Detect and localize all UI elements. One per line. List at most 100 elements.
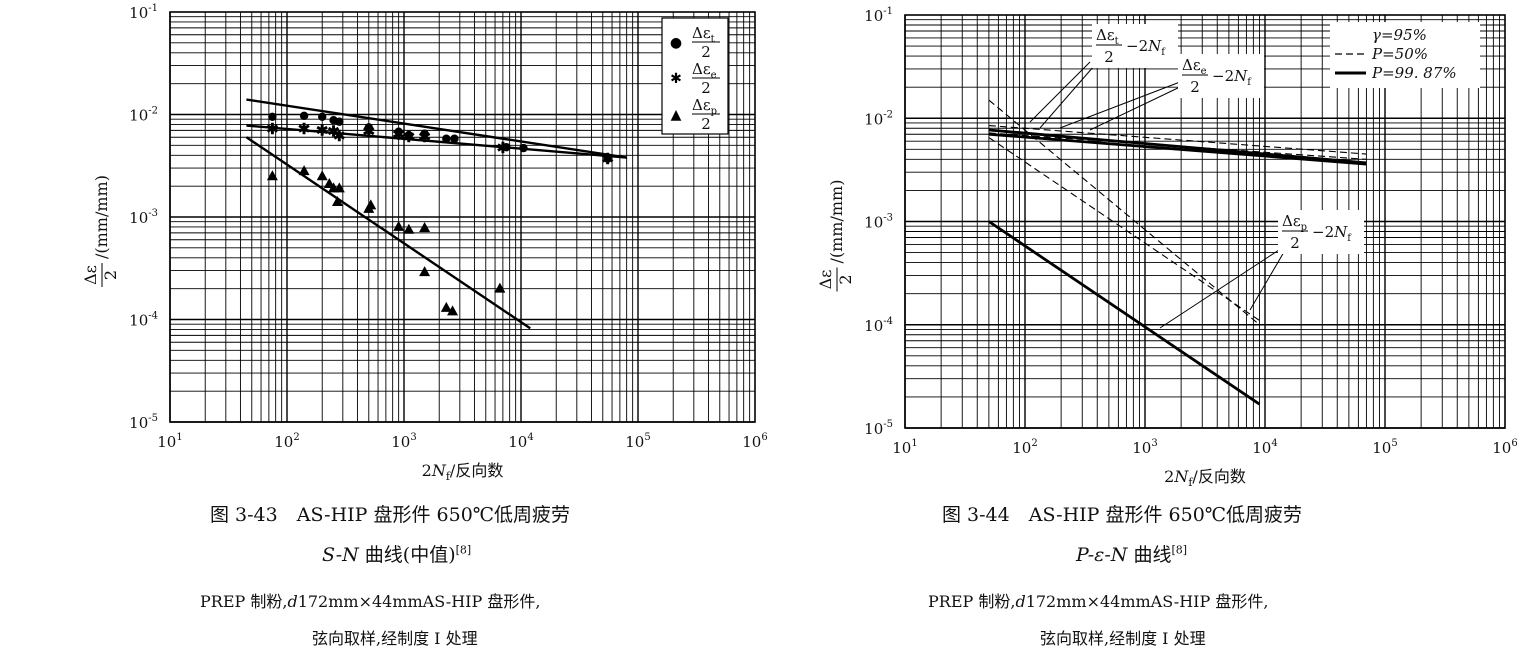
data-point-triangle <box>393 220 405 231</box>
figure-caption-right-note2: 弦向取样,经制度 Ⅰ 处理 <box>1040 629 1206 648</box>
data-point-star: ✱ <box>316 121 329 139</box>
data-point-star: ✱ <box>418 128 431 146</box>
series-line <box>988 132 1367 166</box>
annotation-leader-line <box>1089 85 1183 131</box>
x-tick-label: 102 <box>1012 438 1037 457</box>
series-line <box>988 124 1367 155</box>
legend-marker: ✱ <box>670 71 682 87</box>
fit-line-e <box>246 124 627 159</box>
data-point-star: ✱ <box>601 150 614 168</box>
data-point-triangle <box>298 165 310 176</box>
y-tick-label: 10-5 <box>129 413 158 432</box>
x-tick-label: 105 <box>1372 438 1397 457</box>
legend-marker: ▲ <box>671 107 682 123</box>
y-tick-label: 10-5 <box>864 419 893 438</box>
x-axis-label: 2Nf/反向数 <box>422 461 504 483</box>
legend-numerator: Δεp <box>692 96 717 117</box>
data-point-triangle <box>403 223 415 234</box>
caption-right-note1-var: d <box>1015 592 1026 611</box>
y-label-numerator: Δε <box>81 265 100 285</box>
x-tick-label: 101 <box>892 438 917 457</box>
y-tick-label: 10-1 <box>129 3 158 22</box>
caption-right-reference: [8] <box>1171 543 1188 557</box>
legend-label: P=99. 87% <box>1371 64 1457 82</box>
data-point-triangle <box>494 282 506 293</box>
legend-label: γ=95% <box>1372 26 1427 44</box>
caption-left-reference: [8] <box>455 543 472 557</box>
data-point-star: ✱ <box>362 123 375 141</box>
legend-denominator: 2 <box>701 115 711 133</box>
data-point-triangle <box>419 222 431 233</box>
annotation-leader-line <box>1059 81 1181 129</box>
y-tick-label: 10-3 <box>129 208 158 227</box>
y-axis-label: Δε 2 /(mm/mm) <box>81 175 120 287</box>
chart-1: 101 102 103 104 105 106 10-1 10-2 10-3 10-4 10-5 2N… <box>81 3 768 483</box>
series-line <box>988 132 1367 160</box>
data-point-star: ✱ <box>298 120 311 138</box>
y-label-unit: /(mm/mm) <box>827 180 846 264</box>
x-axis-label: 2Nf/反向数 <box>1164 467 1246 489</box>
data-point-triangle <box>447 305 459 316</box>
caption-right-note1-pre: PREP 制粉, <box>928 592 1016 611</box>
chart-2-plot-area <box>988 99 1367 406</box>
chart-1-plot-area: ✱ ✱ ✱✱✱ ✱ ✱✱ ✱✱✱ <box>245 98 627 330</box>
figure-caption-right-title: 图 3-44 AS-HIP 盘形件 650℃低周疲劳 <box>942 504 1303 526</box>
x-tick-label: 103 <box>391 432 416 451</box>
annotation-background <box>1092 24 1178 68</box>
caption-right-subtitle-text: 曲线 <box>1127 544 1172 566</box>
x-tick-label: 104 <box>1252 438 1277 457</box>
x-tick-label: 105 <box>625 432 650 451</box>
x-tick-label: 101 <box>157 432 182 451</box>
chart-2-legend: γ=95%P=50%P=99. 87% <box>1330 22 1480 88</box>
series-line <box>988 137 1260 321</box>
x-tick-label: 106 <box>742 432 767 451</box>
data-point-circle <box>394 127 403 136</box>
y-tick-label: 10-1 <box>864 6 893 25</box>
y-tick-label: 10-3 <box>864 213 893 232</box>
caption-left-note1-post: 172mm×44mmAS-HIP 盘形件, <box>297 592 541 611</box>
chart-2-frame <box>904 14 1506 429</box>
caption-right-variable: P-ε-N <box>1076 544 1128 566</box>
legend-label: P=50% <box>1371 45 1428 63</box>
data-point-star: ✱ <box>266 120 279 138</box>
y-label-unit: /(mm/mm) <box>92 175 111 259</box>
data-point-circle <box>299 111 309 121</box>
figure-caption-right-subtitle: P-ε-N 曲线[8] <box>1076 540 1187 567</box>
x-tick-label: 104 <box>508 432 533 451</box>
legend-denominator: 2 <box>701 79 711 97</box>
annotation-background <box>1178 54 1264 98</box>
caption-left-variable: S-N <box>322 544 359 566</box>
data-point-circle <box>268 112 277 121</box>
annotation-leader-line <box>1029 61 1091 123</box>
chart-1-frame <box>169 11 756 423</box>
legend-marker: ● <box>670 35 682 51</box>
legend-box <box>661 17 729 135</box>
x-tick-label: 102 <box>274 432 299 451</box>
fit-line-t <box>246 98 627 159</box>
annotation-background <box>1278 210 1364 254</box>
data-point-star: ✱ <box>403 128 416 146</box>
data-point-circle <box>420 129 429 138</box>
y-axis-label: Δε 2 /(mm/mm) <box>816 180 855 292</box>
legend-denominator: 2 <box>701 43 711 61</box>
y-tick-label: 10-2 <box>864 109 893 128</box>
y-tick-label: 10-4 <box>864 316 893 335</box>
legend-numerator: Δεe <box>692 60 717 81</box>
y-tick-label: 10-2 <box>129 106 158 125</box>
caption-right-note1-post: 172mm×44mmAS-HIP 盘形件, <box>1025 592 1269 611</box>
caption-left-subtitle-text: 曲线(中值) <box>358 544 456 566</box>
annotation-suffix: −2Nf <box>1212 67 1252 88</box>
data-point-triangle <box>333 182 345 193</box>
data-point-triangle <box>266 170 278 181</box>
fit-line-p <box>245 136 531 330</box>
annotation-numerator: Δεe <box>1182 56 1207 77</box>
data-point-star: ✱ <box>327 123 340 141</box>
annotation-leader-line <box>1159 247 1283 329</box>
annotation-leader-line <box>1249 251 1285 311</box>
annotation-denominator: 2 <box>1290 234 1300 252</box>
chart-1-grid <box>169 12 755 423</box>
data-point-triangle <box>365 199 377 210</box>
